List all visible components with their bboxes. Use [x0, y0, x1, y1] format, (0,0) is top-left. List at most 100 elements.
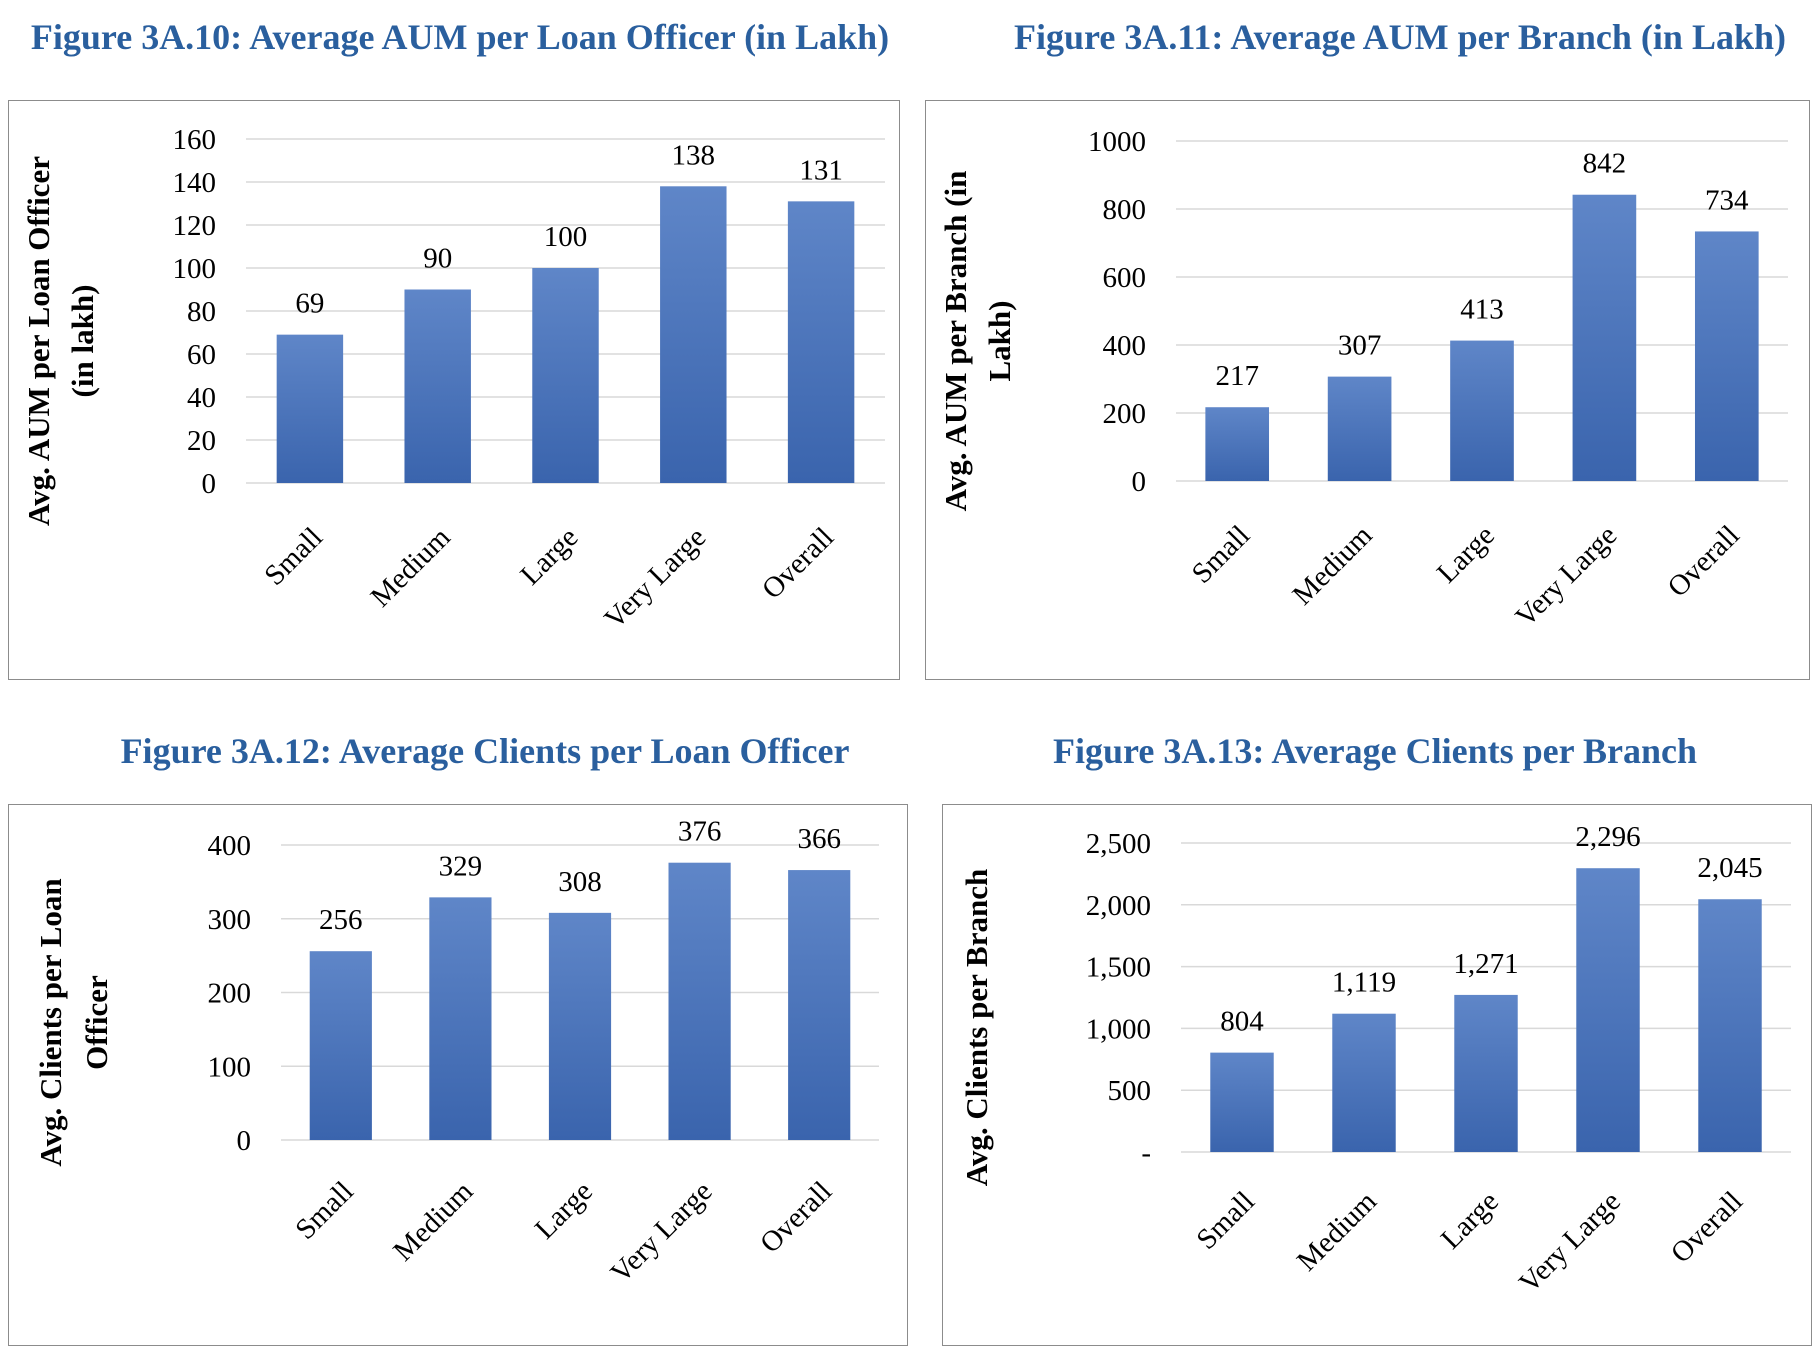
data-label: 2,045: [1697, 852, 1762, 884]
data-label: 413: [1460, 294, 1504, 326]
chart-svg: - 500 1,000 1,500 2,000 2,500 804 Small 1,119 Med…: [959, 821, 1791, 1299]
data-label: 138: [672, 139, 716, 171]
figure-title-3a13: Figure 3A.13: Average Clients per Branch: [1053, 731, 1697, 771]
y-tick-label: 160: [173, 124, 217, 156]
x-category-label: Overall: [754, 1175, 838, 1259]
x-category-label: Very Large: [1509, 519, 1623, 633]
y-tick-label: 300: [208, 904, 252, 936]
bar: [1576, 868, 1640, 1152]
bar: [1332, 1013, 1396, 1152]
chart-aum-per-loan-officer: 0 20 40 60 80 100 120 140 160 69 Small 90 Medium 100 L…: [8, 100, 900, 680]
y-tick-label: 0: [1132, 466, 1147, 498]
y-tick-label: 20: [187, 425, 216, 457]
y-axis-title: Avg. Clients per Loan: [33, 878, 68, 1166]
x-category-label: Small: [1186, 519, 1256, 589]
x-category-label: Large: [514, 521, 584, 591]
figure-title-3a12: Figure 3A.12: Average Clients per Loan O…: [120, 731, 850, 771]
bar: [1450, 340, 1514, 481]
x-category-label: Medium: [387, 1175, 479, 1267]
x-category-label: Medium: [365, 521, 457, 613]
y-tick-label: 1,000: [1086, 1013, 1151, 1045]
y-tick-label: -: [1141, 1137, 1151, 1169]
bar: [532, 268, 599, 483]
x-category-label: Large: [529, 1175, 599, 1245]
x-category-label: Small: [258, 521, 328, 591]
data-label: 2,296: [1575, 821, 1640, 853]
y-axis-title: Avg. Clients per Branch: [959, 869, 994, 1186]
bar: [309, 951, 372, 1140]
data-label: 256: [319, 904, 363, 936]
chart-aum-per-branch: 0 200 400 600 800 1000 217 Small 307 Medium 413 Lar…: [925, 100, 1810, 680]
data-label: 376: [678, 816, 722, 848]
y-tick-label: 100: [208, 1051, 252, 1083]
x-category-label: Medium: [1286, 519, 1378, 611]
x-category-label: Small: [289, 1175, 359, 1245]
x-category-label: Large: [1435, 1185, 1505, 1255]
y-tick-label: 2,000: [1086, 890, 1151, 922]
data-label: 308: [558, 866, 602, 898]
bar: [788, 870, 851, 1140]
data-label: 1,119: [1332, 967, 1396, 999]
bar: [660, 186, 727, 484]
y-tick-label: 40: [187, 382, 216, 414]
y-tick-label: 200: [208, 978, 252, 1010]
y-tick-label: 400: [208, 830, 252, 862]
y-axis-title: Avg. AUM per Branch (in: [938, 171, 973, 512]
bar: [429, 897, 492, 1140]
chart-svg: 0 20 40 60 80 100 120 140 160 69 Small 90 Medium 100 L…: [21, 124, 885, 635]
data-label: 366: [797, 823, 841, 855]
figure-title-3a11: Figure 3A.11: Average AUM per Branch (in…: [1014, 17, 1786, 57]
x-category-label: Small: [1190, 1185, 1260, 1255]
y-tick-label: 200: [1103, 398, 1147, 430]
x-category-label: Very Large: [605, 1175, 719, 1289]
y-tick-label: 1000: [1088, 126, 1146, 158]
x-category-label: Overall: [1665, 1185, 1749, 1269]
y-axis-title: Lakh): [982, 301, 1017, 382]
data-label: 90: [423, 243, 452, 275]
bar: [668, 862, 731, 1140]
y-tick-label: 100: [173, 253, 217, 285]
data-label: 842: [1583, 148, 1627, 180]
data-label: 734: [1705, 184, 1749, 216]
y-tick-label: 1,500: [1086, 952, 1151, 984]
figure-title-3a10: Figure 3A.10: Average AUM per Loan Offic…: [30, 17, 890, 57]
data-label: 329: [439, 850, 483, 882]
bar: [276, 334, 344, 483]
data-label: 217: [1215, 360, 1259, 392]
y-tick-label: 0: [202, 468, 217, 500]
x-category-label: Very Large: [598, 521, 712, 635]
bar: [1205, 407, 1270, 481]
chart-clients-per-branch: - 500 1,000 1,500 2,000 2,500 804 Small 1,119 Med…: [942, 804, 1812, 1346]
bar: [548, 912, 612, 1140]
y-tick-label: 60: [187, 339, 216, 371]
bar: [1572, 194, 1637, 481]
y-tick-label: 0: [237, 1125, 252, 1157]
y-tick-label: 400: [1103, 330, 1147, 362]
x-category-label: Overall: [1662, 519, 1746, 603]
data-label: 69: [295, 288, 324, 320]
y-tick-label: 500: [1108, 1075, 1152, 1107]
bar: [1694, 231, 1759, 481]
y-tick-label: 120: [173, 210, 217, 242]
chart-clients-per-loan-officer: 0 100 200 300 400 256 Small 329 Medium 308 Large 37…: [8, 804, 908, 1346]
y-axis-title: Officer: [79, 975, 114, 1070]
bar: [1698, 899, 1762, 1152]
y-tick-label: 140: [173, 167, 217, 199]
y-tick-label: 800: [1103, 194, 1147, 226]
bar: [787, 201, 855, 483]
x-category-label: Overall: [756, 521, 840, 605]
data-label: 131: [799, 154, 843, 186]
y-axis-title: (in lakh): [65, 285, 100, 398]
bar: [1327, 376, 1392, 481]
y-tick-label: 2,500: [1086, 828, 1151, 860]
x-category-label: Very Large: [1513, 1185, 1627, 1299]
x-category-label: Large: [1431, 519, 1501, 589]
data-label: 804: [1220, 1006, 1264, 1038]
chart-svg: 0 100 200 300 400 256 Small 329 Medium 308 Large 37…: [33, 816, 879, 1289]
y-tick-label: 600: [1103, 262, 1147, 294]
x-category-label: Medium: [1291, 1185, 1383, 1277]
data-label: 307: [1338, 330, 1382, 362]
y-tick-label: 80: [187, 296, 216, 328]
y-axis-title: Avg. AUM per Loan Officer: [21, 156, 56, 526]
data-label: 100: [544, 221, 588, 253]
